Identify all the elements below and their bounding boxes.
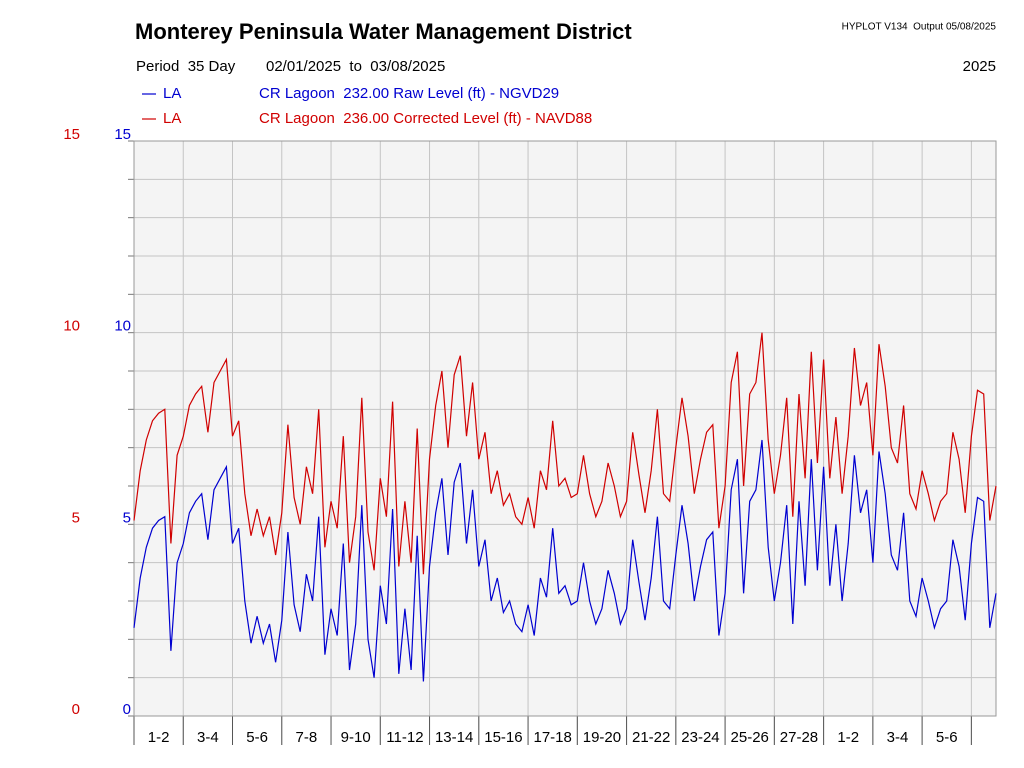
y2-tick-label: 10 — [114, 318, 131, 335]
y-tick-label: 10 — [63, 318, 80, 335]
x-tick-label: 19-20 — [583, 729, 621, 746]
y-tick-label: 0 — [72, 701, 80, 718]
x-tick-label: 15-16 — [484, 729, 522, 746]
y2-tick-label: 15 — [114, 126, 131, 143]
x-tick-label: 23-24 — [681, 729, 719, 746]
x-tick-label: 5-6 — [246, 729, 268, 746]
legend-description: CR Lagoon 236.00 Corrected Level (ft) - … — [259, 110, 592, 127]
legend-description: CR Lagoon 232.00 Raw Level (ft) - NGVD29 — [259, 85, 559, 102]
x-tick-label: 21-22 — [632, 729, 670, 746]
year: 2025 — [963, 58, 996, 75]
y-tick-label: 5 — [72, 509, 80, 526]
x-tick-label: 25-26 — [731, 729, 769, 746]
plot-area — [134, 141, 996, 716]
x-tick-label: 13-14 — [435, 729, 473, 746]
legend-label: LA — [163, 85, 181, 102]
y-tick-label: 15 — [63, 126, 80, 143]
x-tick-label: 17-18 — [533, 729, 571, 746]
chart-title: Monterey Peninsula Water Management Dist… — [135, 19, 632, 44]
x-tick-label: 3-4 — [197, 729, 219, 746]
x-tick-label: 9-10 — [341, 729, 371, 746]
x-tick-label: 27-28 — [780, 729, 818, 746]
series-line — [133, 332, 997, 575]
x-tick-label: 5-6 — [936, 729, 958, 746]
plot-border — [133, 140, 997, 717]
y2-tick-label: 0 — [123, 701, 131, 718]
y2-tick-label: 5 — [123, 509, 131, 526]
program-note: HYPLOT V134 Output 05/08/2025 — [842, 22, 997, 33]
period: Period 35 Day — [136, 58, 236, 75]
x-tick-label: 1-2 — [837, 729, 859, 746]
series-line — [133, 439, 997, 682]
x-tick-label: 11-12 — [386, 729, 423, 746]
x-tick-label: 3-4 — [887, 729, 909, 746]
legend-label: LA — [163, 110, 181, 127]
x-tick-label: 7-8 — [296, 729, 318, 746]
date-range: 02/01/2025 to 03/08/2025 — [266, 58, 445, 75]
x-tick-label: 1-2 — [148, 729, 170, 746]
